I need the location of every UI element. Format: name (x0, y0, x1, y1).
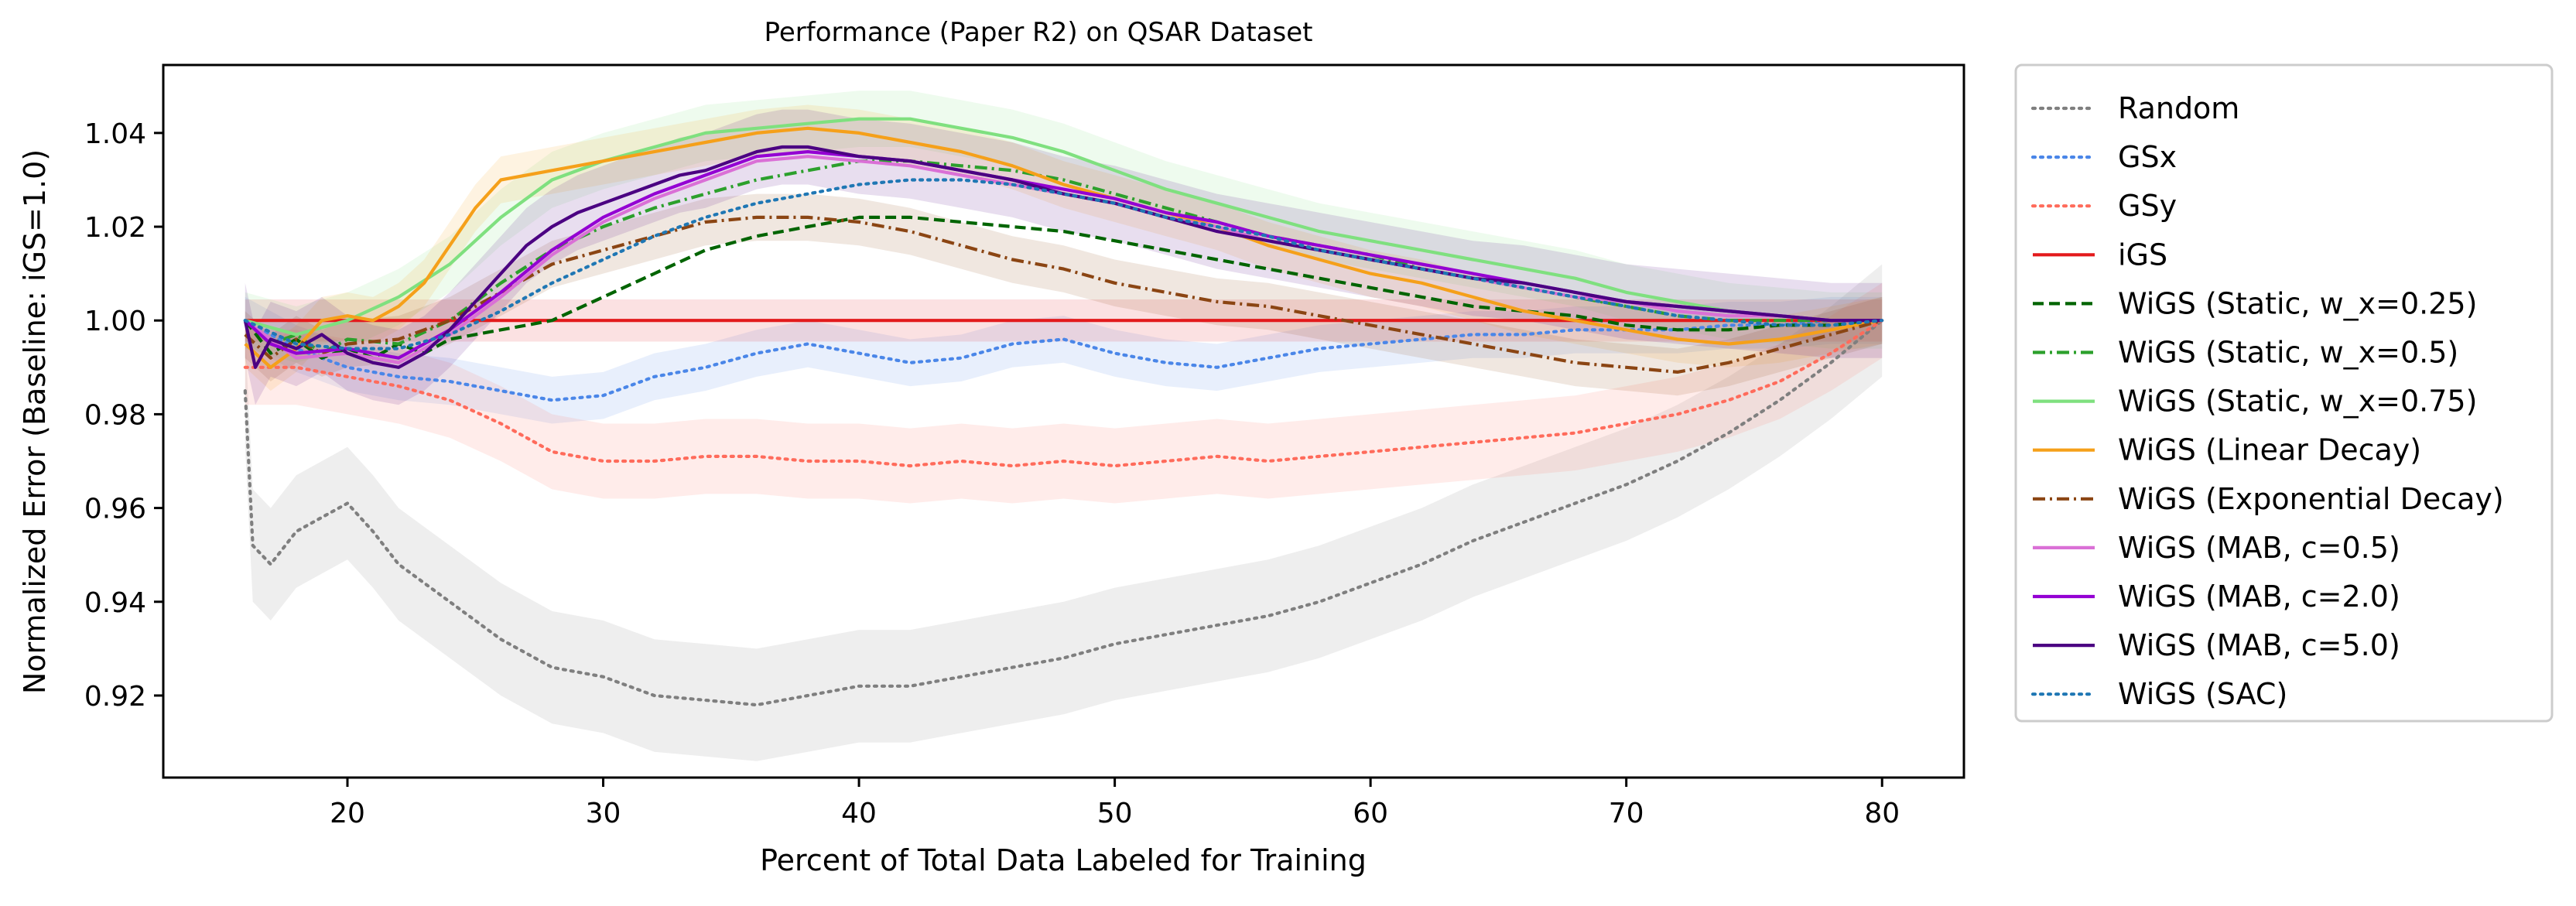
x-tick-label: 70 (1609, 798, 1644, 829)
legend-item: WiGS (SAC) (2030, 677, 2287, 711)
band-random (245, 264, 1883, 761)
x-tick-label: 30 (586, 798, 621, 829)
y-tick-label: 0.98 (84, 399, 146, 431)
legend-label: WiGS (MAB, c=2.0) (2118, 579, 2400, 614)
series-line-random (243, 319, 1884, 707)
y-axis-label: Normalized Error (Baseline: iGS=1.0) (18, 149, 52, 694)
chart-title: Performance (Paper R2) on QSAR Dataset (765, 17, 1313, 48)
series-line-wigs-static-w-x-0-75 (245, 117, 1883, 337)
y-tick-label: 1.00 (84, 306, 146, 337)
legend-item: WiGS (Static, w_x=0.25) (2033, 286, 2477, 320)
y-tick-label: 1.04 (84, 118, 146, 150)
legend-item: Random (2030, 91, 2239, 125)
legend-item: WiGS (MAB, c=2.0) (2033, 579, 2400, 614)
legend-item: WiGS (Linear Decay) (2033, 433, 2421, 467)
y-tick-label: 0.94 (84, 587, 146, 619)
x-axis-ticks: 20 30 40 50 60 70 80 (330, 778, 1900, 829)
legend-label: WiGS (Exponential Decay) (2118, 482, 2504, 516)
legend-item: GSy (2030, 189, 2177, 223)
band-gsy (245, 282, 1883, 504)
x-tick-label: 40 (841, 798, 877, 829)
x-tick-label: 60 (1353, 798, 1388, 829)
legend-item: WiGS (Static, w_x=0.75) (2033, 385, 2477, 419)
legend-label: Random (2118, 91, 2239, 125)
legend-label: iGS (2118, 238, 2167, 272)
y-tick-label: 1.02 (84, 212, 146, 244)
y-tick-label: 0.96 (84, 494, 146, 525)
legend-label: WiGS (MAB, c=0.5) (2118, 531, 2400, 565)
x-tick-label: 80 (1864, 798, 1900, 829)
series-line-gsy (243, 319, 1884, 468)
plot-frame (162, 63, 1965, 779)
legend: Random GSx GSy iGS WiGS (Static, w_x=0.25) Wi… (2014, 63, 2554, 723)
series-line-wigs-static-w-x-0-25 (244, 215, 1883, 360)
series-line-wigs-linear-decay (244, 126, 1883, 369)
series-line-gsx (243, 319, 1884, 402)
series-line-wigs-exponential-decay (244, 215, 1883, 374)
legend-frame (2014, 63, 2554, 723)
series-line-wigs-mab-c-5-0 (243, 145, 1883, 369)
y-axis-ticks: 0.92 0.94 0.96 0.98 1.00 1.02 1.04 (84, 118, 163, 713)
series-lines (243, 117, 1884, 707)
legend-label: WiGS (SAC) (2118, 677, 2287, 711)
legend-label: WiGS (Linear Decay) (2118, 433, 2421, 467)
legend-item: WiGS (MAB, c=5.0) (2033, 628, 2400, 662)
legend-label: GSy (2118, 189, 2177, 223)
legend-item: WiGS (Exponential Decay) (2033, 482, 2504, 516)
legend-item: iGS (2033, 238, 2167, 272)
legend-label: WiGS (MAB, c=5.0) (2118, 628, 2400, 662)
x-axis-label: Percent of Total Data Labeled for Traini… (760, 843, 1367, 877)
x-tick-label: 50 (1097, 798, 1133, 829)
band-wigs-static-w-x-0-75 (245, 91, 1883, 363)
band-wigs-exponential-decay (245, 193, 1883, 396)
x-tick-label: 20 (330, 798, 365, 829)
legend-item: WiGS (Static, w_x=0.5) (2033, 336, 2458, 370)
legend-label: WiGS (Static, w_x=0.75) (2118, 385, 2477, 419)
legend-label: WiGS (Static, w_x=0.25) (2118, 286, 2477, 320)
legend-label: GSx (2118, 140, 2177, 174)
legend-label: WiGS (Static, w_x=0.5) (2118, 336, 2458, 370)
legend-item: GSx (2030, 140, 2177, 174)
series-line-wigs-sac (243, 178, 1884, 350)
legend-item: WiGS (MAB, c=0.5) (2033, 531, 2400, 565)
band-gsx (245, 296, 1883, 424)
y-tick-label: 0.92 (84, 681, 146, 713)
